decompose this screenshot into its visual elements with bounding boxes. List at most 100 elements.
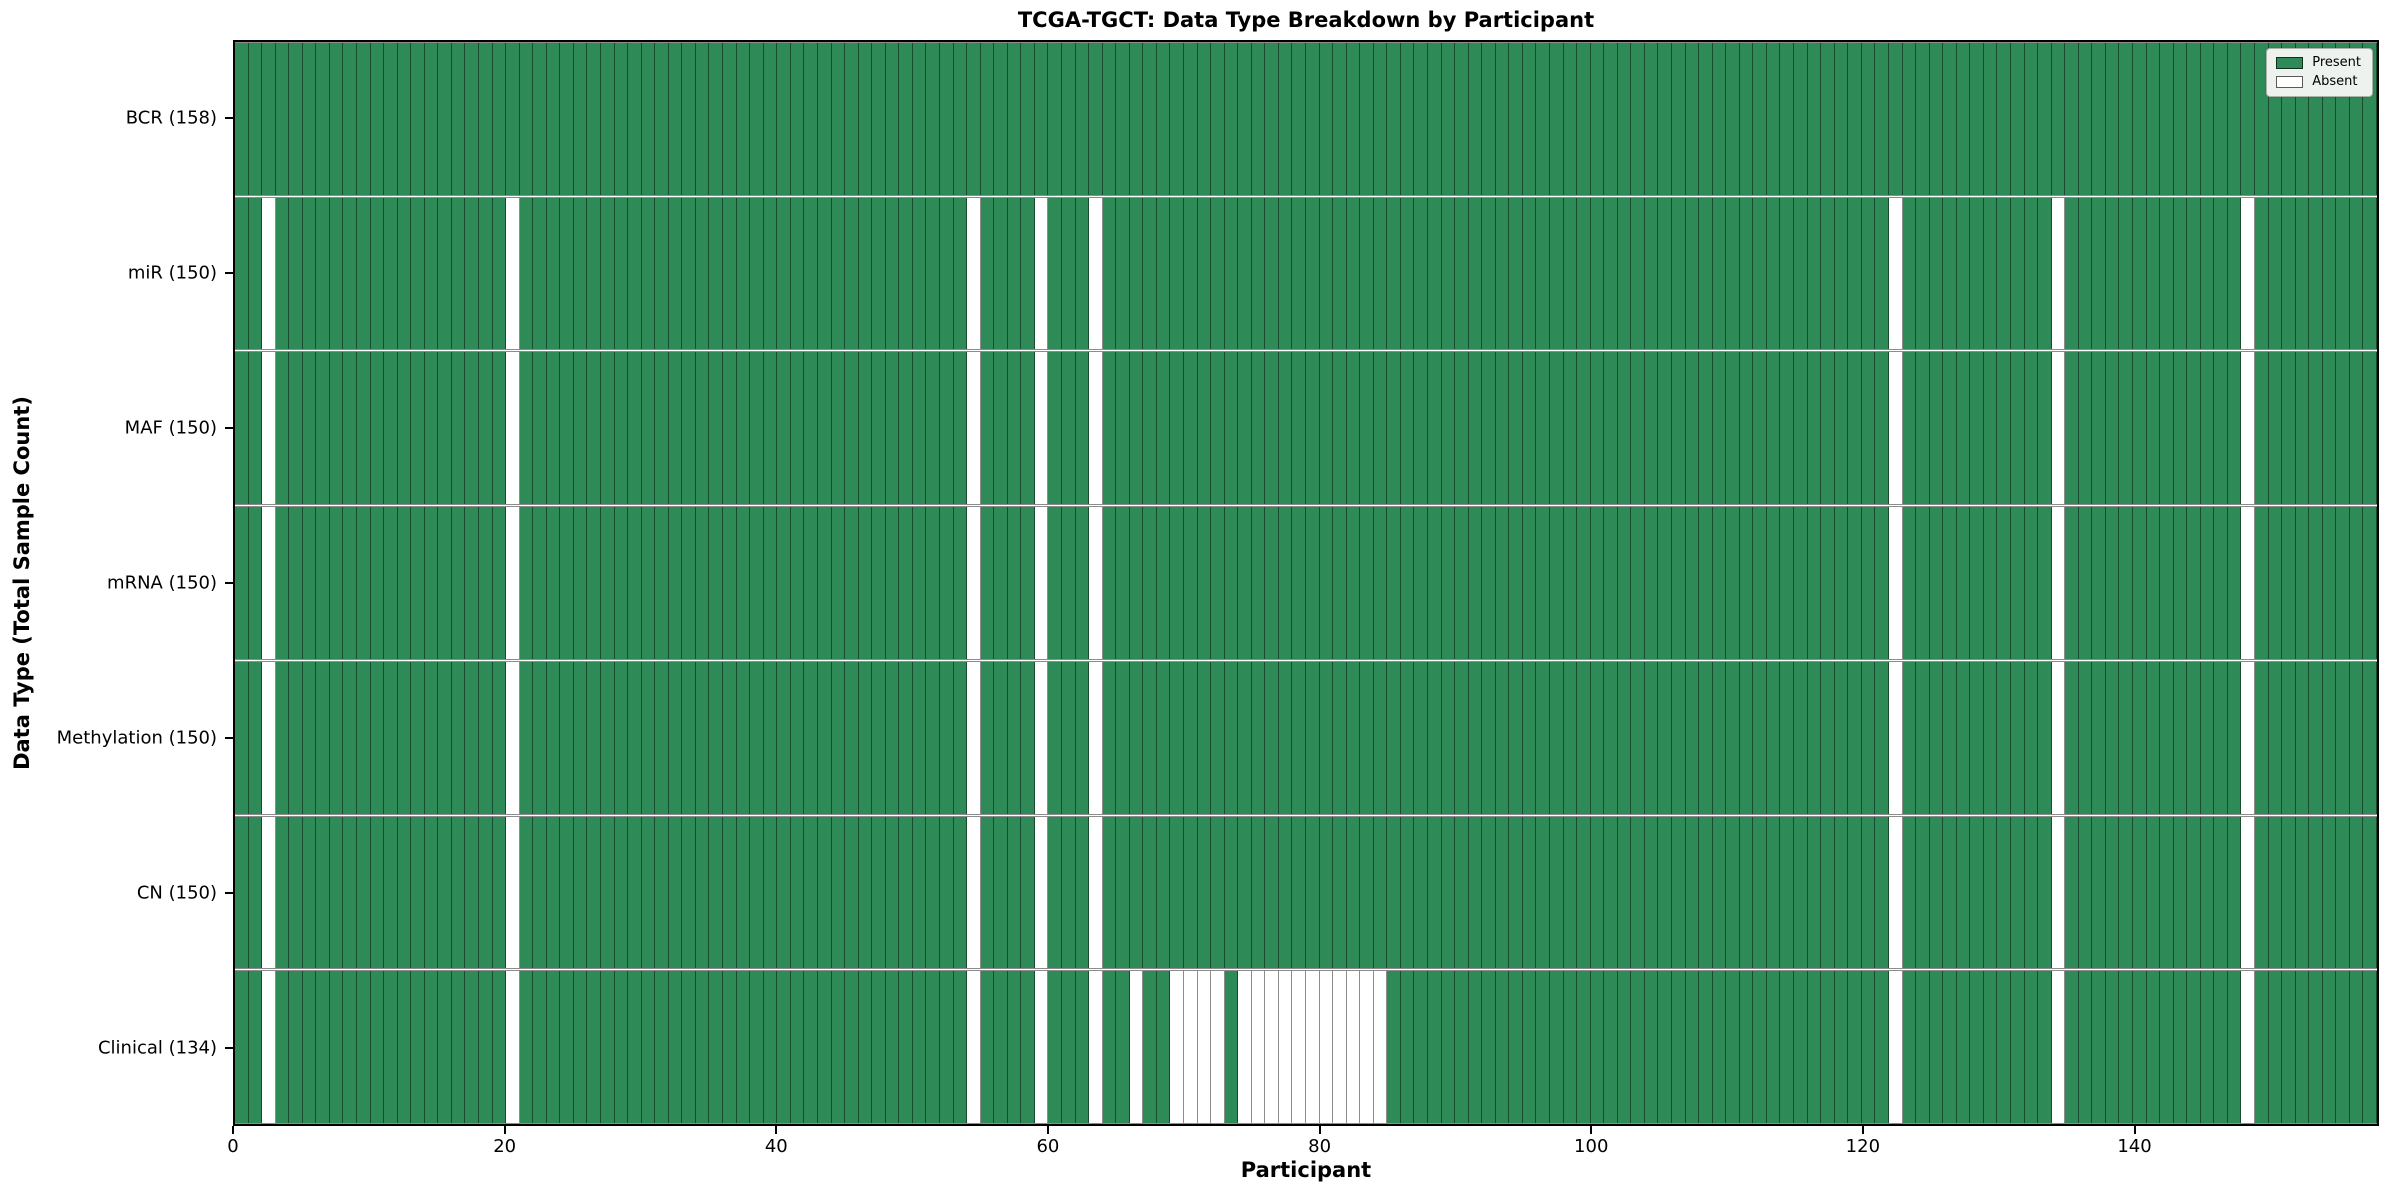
participant-cell [736, 971, 751, 1124]
participant-cell [614, 197, 629, 350]
participant-cell [2132, 816, 2147, 969]
participant-cell [424, 197, 439, 350]
participant-cell [2309, 352, 2323, 505]
participant-cell [1780, 507, 1795, 659]
row-methylation [235, 660, 2377, 815]
participant-cell [777, 43, 791, 195]
participant-cell [2051, 43, 2066, 195]
participant-cell [506, 43, 520, 195]
participant-cell [573, 197, 588, 350]
legend-item-present: Present [2276, 56, 2361, 69]
participant-cell [451, 43, 466, 195]
participant-cell [1617, 352, 1632, 505]
participant-cell [1997, 661, 2011, 814]
participant-cell [967, 197, 981, 350]
participant-cell [1197, 971, 1212, 1124]
participant-cell [1075, 816, 1090, 969]
participant-cell [1807, 43, 1822, 195]
participant-cell [1956, 816, 1971, 969]
participant-cell [2268, 971, 2283, 1124]
participant-cell [1251, 507, 1266, 659]
participant-cell [1075, 197, 1090, 350]
participant-cell [2295, 971, 2310, 1124]
participant-cell [1563, 43, 1578, 195]
participant-cell [1224, 197, 1239, 350]
participant-cell [872, 43, 886, 195]
participant-cell [1468, 197, 1483, 350]
participant-cell [1916, 43, 1930, 195]
participant-cell [1455, 43, 1469, 195]
participant-cell [1129, 661, 1144, 814]
participant-cell [1197, 816, 1212, 969]
participant-cell [370, 352, 385, 505]
participant-cell [750, 507, 764, 659]
participant-cell [1441, 43, 1456, 195]
participant-cell [329, 43, 344, 195]
participant-cell [1766, 971, 1781, 1124]
participant-cell [763, 971, 778, 1124]
participant-cell [750, 43, 764, 195]
participant-cell [1916, 816, 1930, 969]
participant-cell [1509, 661, 1523, 814]
participant-cell [2078, 352, 2093, 505]
participant-cell [2146, 507, 2161, 659]
participant-cell [1482, 661, 1496, 814]
participant-cell [980, 352, 995, 505]
participant-cell [2146, 352, 2161, 505]
participant-cell [1604, 661, 1618, 814]
participant-cell [1617, 816, 1632, 969]
participant-cell [1007, 352, 1022, 505]
participant-cell [2078, 507, 2093, 659]
participant-cell [831, 197, 846, 350]
participant-cell [899, 43, 913, 195]
x-tick-label-120: 120 [1845, 1136, 1881, 1157]
participant-cell [601, 352, 615, 505]
participant-cell [1468, 43, 1483, 195]
participant-cell [262, 352, 276, 505]
participant-cell [1373, 661, 1388, 814]
participant-cell [1929, 43, 1944, 195]
participant-cell [2024, 661, 2039, 814]
participant-cell [384, 971, 398, 1124]
participant-cell [1590, 661, 1605, 814]
participant-cell [1211, 197, 1225, 350]
participant-cell [1550, 971, 1564, 1124]
participant-cell [1007, 971, 1022, 1124]
participant-cell [614, 43, 629, 195]
participant-cell [804, 43, 818, 195]
participant-cell [1997, 507, 2011, 659]
participant-cell [1861, 507, 1876, 659]
x-tick-mark [232, 1126, 234, 1134]
participant-cell [763, 43, 778, 195]
participant-cell [1400, 43, 1415, 195]
participant-cell [1224, 352, 1239, 505]
participant-cell [655, 661, 669, 814]
participant-cell [479, 197, 493, 350]
participant-cell [2065, 43, 2079, 195]
participant-cell [953, 661, 968, 814]
participant-cell [275, 43, 290, 195]
participant-cell [709, 661, 724, 814]
participant-cell [1712, 197, 1727, 350]
participant-cell [790, 661, 805, 814]
participant-cell [302, 816, 317, 969]
participant-cell [1766, 661, 1781, 814]
participant-cell [885, 197, 900, 350]
participant-cell [723, 352, 737, 505]
participant-cell [1414, 197, 1428, 350]
participant-cell [1455, 507, 1469, 659]
participant-cell [1699, 661, 1713, 814]
participant-cell [2363, 507, 2377, 659]
participant-cell [1373, 507, 1388, 659]
x-tick-label-20: 20 [493, 1136, 517, 1157]
participant-cell [1482, 971, 1496, 1124]
participant-cell [1834, 507, 1849, 659]
participant-cell [736, 352, 751, 505]
participant-cell [2173, 816, 2188, 969]
participant-cell [1414, 352, 1428, 505]
participant-cell [885, 352, 900, 505]
participant-cell [682, 971, 696, 1124]
participant-cell [1929, 971, 1944, 1124]
participant-cell [858, 661, 873, 814]
participant-cell [2241, 352, 2255, 505]
